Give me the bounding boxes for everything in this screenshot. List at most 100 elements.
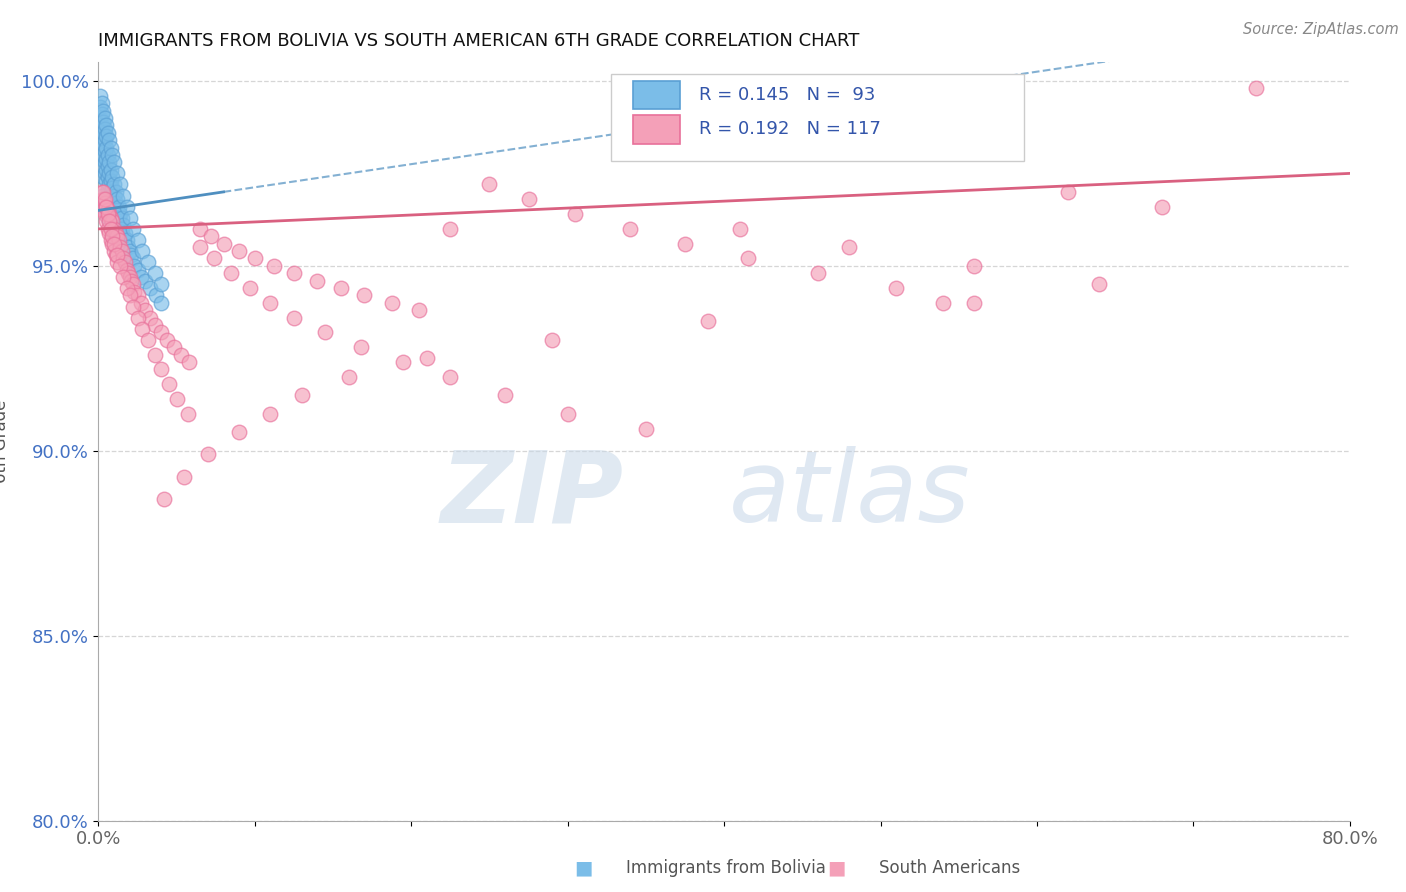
Point bbox=[96, 118, 118, 132]
Point bbox=[439, 222, 461, 236]
Point bbox=[259, 296, 281, 310]
Point bbox=[291, 388, 314, 402]
Y-axis label: 6th Grade: 6th Grade bbox=[0, 400, 10, 483]
Point bbox=[104, 185, 127, 199]
Point bbox=[337, 369, 360, 384]
Point bbox=[105, 229, 128, 244]
Point bbox=[153, 491, 176, 506]
Point bbox=[439, 369, 461, 384]
Point bbox=[93, 203, 115, 218]
Point bbox=[93, 111, 115, 125]
Point bbox=[104, 226, 127, 240]
Point bbox=[96, 200, 118, 214]
Point bbox=[131, 322, 153, 336]
Point bbox=[103, 226, 125, 240]
Text: Immigrants from Bolivia: Immigrants from Bolivia bbox=[626, 859, 825, 877]
Point bbox=[103, 222, 125, 236]
Point bbox=[97, 181, 120, 195]
Point bbox=[103, 155, 125, 169]
Point bbox=[478, 178, 501, 192]
Point bbox=[107, 211, 129, 225]
Point bbox=[212, 236, 235, 251]
Point bbox=[91, 136, 114, 151]
Point bbox=[91, 159, 114, 173]
Text: R = 0.192   N = 117: R = 0.192 N = 117 bbox=[699, 120, 882, 138]
Point bbox=[104, 196, 127, 211]
Point bbox=[103, 178, 125, 192]
Point bbox=[283, 310, 305, 325]
Point bbox=[179, 355, 201, 369]
Point bbox=[307, 274, 329, 288]
Point bbox=[114, 226, 136, 240]
Point bbox=[101, 214, 124, 228]
Point bbox=[120, 248, 142, 262]
Point bbox=[91, 196, 114, 211]
Point bbox=[157, 377, 180, 392]
Point bbox=[634, 421, 657, 435]
Point bbox=[127, 288, 149, 302]
Point bbox=[117, 266, 139, 280]
Point bbox=[105, 166, 128, 180]
Point bbox=[105, 203, 128, 218]
FancyBboxPatch shape bbox=[633, 80, 681, 110]
Point bbox=[97, 207, 120, 221]
Point bbox=[91, 148, 114, 162]
Point bbox=[114, 255, 136, 269]
Point bbox=[91, 103, 114, 118]
Point bbox=[100, 218, 122, 232]
Point bbox=[112, 269, 135, 284]
Point bbox=[564, 207, 586, 221]
Point bbox=[202, 252, 225, 266]
Point bbox=[138, 255, 160, 269]
Point bbox=[243, 252, 266, 266]
Point bbox=[96, 200, 118, 214]
Point bbox=[101, 148, 124, 162]
Point bbox=[107, 200, 129, 214]
Point bbox=[90, 152, 112, 166]
Point bbox=[129, 296, 152, 310]
Point bbox=[93, 207, 115, 221]
Point bbox=[121, 277, 143, 292]
Point bbox=[103, 200, 125, 214]
Point bbox=[96, 214, 118, 228]
Point bbox=[100, 162, 122, 177]
Point bbox=[89, 88, 111, 103]
Point bbox=[115, 262, 138, 277]
Point bbox=[111, 211, 134, 225]
Point bbox=[98, 166, 121, 180]
Point bbox=[263, 259, 285, 273]
Point bbox=[381, 296, 404, 310]
Point bbox=[392, 355, 415, 369]
Point bbox=[96, 162, 118, 177]
Point bbox=[90, 129, 112, 144]
Point bbox=[166, 392, 188, 406]
Point bbox=[110, 178, 132, 192]
Point bbox=[884, 281, 907, 295]
Point bbox=[93, 122, 115, 136]
Point bbox=[98, 178, 121, 192]
Point bbox=[111, 244, 134, 258]
Point bbox=[416, 351, 439, 366]
Point bbox=[90, 188, 112, 202]
Text: ■: ■ bbox=[574, 858, 593, 878]
Point bbox=[105, 233, 128, 247]
Point bbox=[118, 211, 141, 225]
Point bbox=[115, 200, 138, 214]
Point bbox=[93, 166, 115, 180]
Text: Source: ZipAtlas.com: Source: ZipAtlas.com bbox=[1243, 22, 1399, 37]
Point bbox=[91, 185, 114, 199]
Point bbox=[350, 340, 373, 354]
Point bbox=[121, 300, 143, 314]
Point bbox=[98, 226, 121, 240]
Point bbox=[283, 266, 305, 280]
Point bbox=[89, 100, 111, 114]
FancyBboxPatch shape bbox=[633, 115, 681, 144]
Point bbox=[200, 229, 222, 244]
Point bbox=[89, 111, 111, 125]
Point bbox=[96, 140, 118, 154]
Text: atlas: atlas bbox=[728, 446, 970, 543]
Point bbox=[170, 348, 193, 362]
FancyBboxPatch shape bbox=[612, 74, 1025, 161]
Point bbox=[121, 252, 143, 266]
Point bbox=[150, 362, 173, 376]
